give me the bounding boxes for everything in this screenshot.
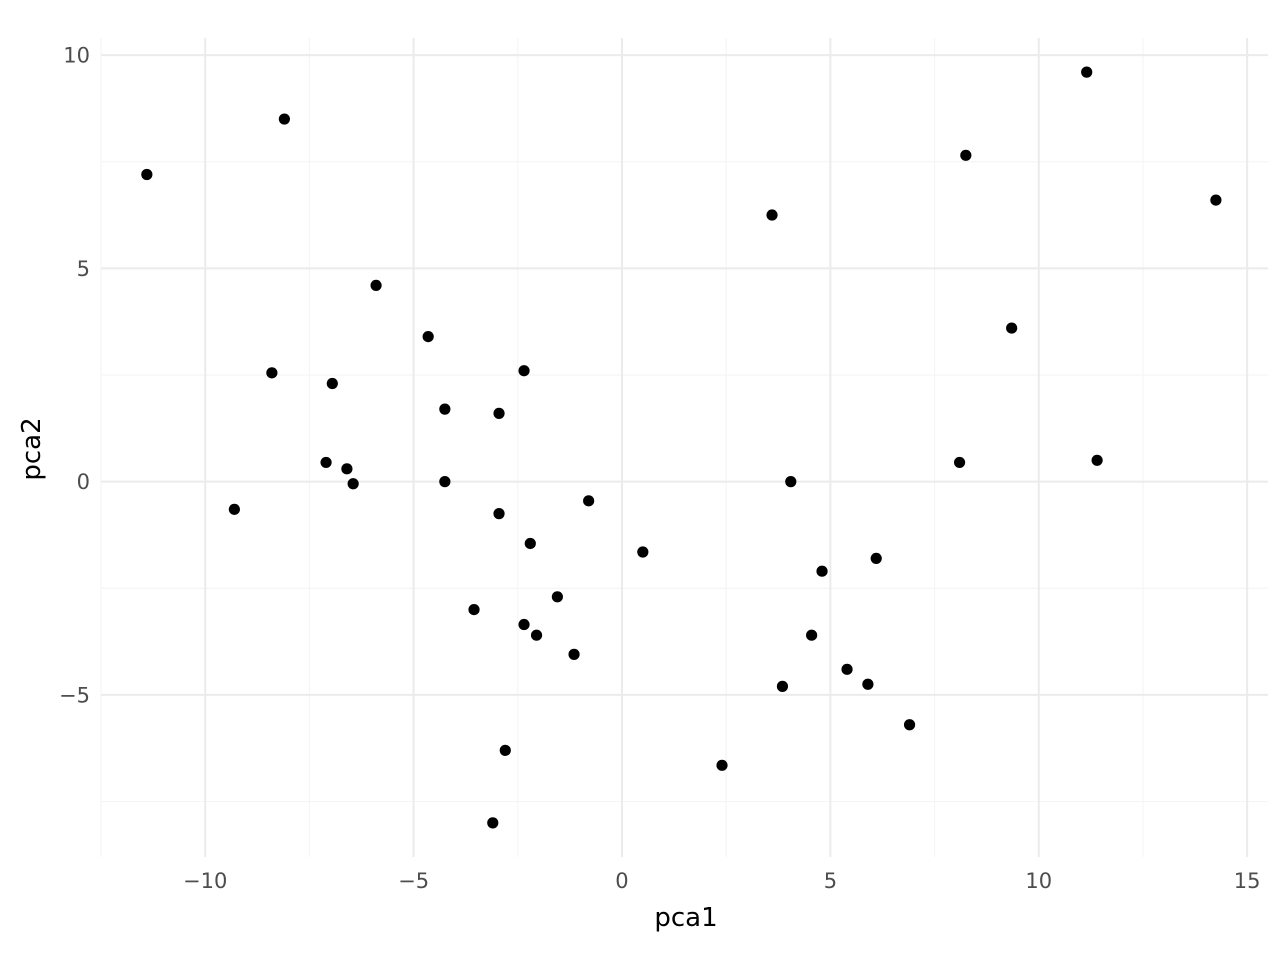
scatter-point <box>1210 194 1222 206</box>
scatter-point <box>499 744 511 756</box>
scatter-point <box>816 565 828 577</box>
scatter-point <box>953 456 966 469</box>
scatter-point <box>637 546 649 558</box>
scatter-point <box>583 495 595 507</box>
scatter-point <box>278 113 290 125</box>
scatter-point <box>568 648 580 660</box>
scatter-point <box>1006 322 1018 334</box>
scatter-point <box>141 168 153 181</box>
scatter-point <box>870 552 882 565</box>
scatter-point <box>1091 454 1103 466</box>
scatter-point <box>468 603 480 616</box>
y-axis-tick-labels: −5 0 5 10 <box>59 44 90 708</box>
x-axis-tick-labels: −10 −5 0 5 10 15 <box>183 869 1260 893</box>
scatter-point <box>841 663 853 675</box>
scatter-point <box>716 759 728 771</box>
scatter-point <box>228 503 240 515</box>
x-axis-title: pca1 <box>654 903 717 933</box>
scatter-point <box>493 407 505 419</box>
scatter-point <box>439 476 451 488</box>
scatter-point <box>439 403 451 415</box>
scatter-point <box>530 629 543 641</box>
major-gridlines <box>101 38 1268 857</box>
scatter-point <box>487 817 499 829</box>
scatter-point <box>341 463 353 475</box>
scatter-point <box>806 629 818 641</box>
scatter-point <box>960 149 972 161</box>
x-tick-label: −10 <box>183 869 227 893</box>
y-axis-title: pca2 <box>17 417 47 480</box>
scatter-point <box>326 377 338 390</box>
y-tick-label: 0 <box>77 470 90 494</box>
minor-gridlines <box>100 38 1268 857</box>
scatter-point <box>785 476 797 488</box>
scatter-point <box>370 279 382 292</box>
scatter-point <box>1081 66 1093 78</box>
x-tick-label: 10 <box>1025 869 1052 893</box>
x-tick-label: −5 <box>398 869 429 893</box>
y-tick-label: 5 <box>77 257 90 281</box>
scatter-point <box>320 456 332 469</box>
scatter-point <box>347 478 359 490</box>
y-tick-label: −5 <box>59 683 90 707</box>
scatter-point <box>766 209 778 221</box>
x-tick-label: 5 <box>824 869 837 893</box>
scatter-point <box>266 367 278 379</box>
scatter-point <box>903 719 916 731</box>
scatter-point <box>422 330 434 343</box>
scatter-point <box>551 591 563 603</box>
scatter-point <box>862 678 874 690</box>
x-tick-label: 0 <box>615 869 628 893</box>
scatter-point <box>493 508 505 520</box>
scatter-point <box>518 365 530 377</box>
scatter-point <box>518 618 530 631</box>
data-points <box>141 66 1222 829</box>
scatter-point <box>524 537 536 550</box>
x-tick-label: 15 <box>1234 869 1261 893</box>
scatter-point <box>776 680 789 692</box>
y-tick-label: 10 <box>63 44 90 68</box>
